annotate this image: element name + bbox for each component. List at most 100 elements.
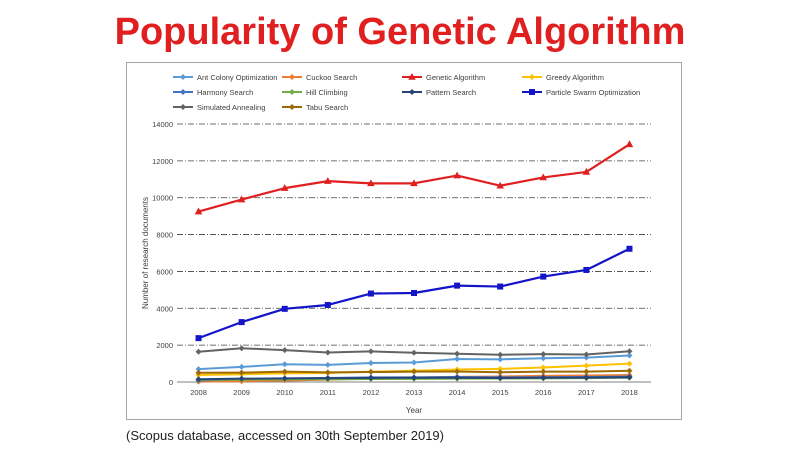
data-point bbox=[281, 347, 288, 354]
data-point bbox=[497, 365, 504, 372]
x-tick-label: 2017 bbox=[578, 388, 595, 397]
data-point bbox=[238, 369, 245, 376]
data-point bbox=[411, 289, 417, 296]
legend-label: Tabu Search bbox=[306, 103, 348, 112]
legend-marker bbox=[529, 74, 535, 80]
data-point bbox=[540, 351, 547, 358]
legend-marker bbox=[180, 74, 186, 80]
data-point bbox=[195, 335, 202, 342]
legend-marker bbox=[409, 89, 415, 95]
legend-marker bbox=[180, 89, 186, 95]
data-point bbox=[583, 362, 590, 369]
data-point bbox=[281, 361, 288, 368]
x-tick-label: 2018 bbox=[621, 388, 638, 397]
data-point bbox=[454, 282, 461, 289]
data-point bbox=[195, 369, 202, 376]
y-tick-label: 10000 bbox=[152, 194, 173, 203]
data-point bbox=[195, 366, 202, 373]
data-point bbox=[497, 369, 504, 376]
data-point bbox=[497, 374, 504, 381]
series-line bbox=[198, 143, 631, 213]
legend-marker bbox=[289, 89, 295, 95]
data-point bbox=[324, 369, 331, 376]
data-point bbox=[626, 367, 633, 374]
data-point bbox=[454, 350, 461, 357]
legend-label: Simulated Annealing bbox=[197, 103, 265, 112]
data-point bbox=[540, 364, 547, 371]
legend-label: Cuckoo Search bbox=[306, 73, 357, 82]
x-tick-label: 2015 bbox=[492, 388, 509, 397]
x-tick-label: 2011 bbox=[320, 388, 336, 397]
y-tick-label: 2000 bbox=[156, 341, 173, 350]
data-point bbox=[540, 368, 547, 375]
data-point bbox=[195, 348, 202, 355]
data-point bbox=[238, 363, 245, 370]
data-point bbox=[583, 374, 590, 381]
data-point bbox=[539, 173, 548, 181]
data-point bbox=[454, 374, 461, 381]
y-axis-title: Number of research documents bbox=[141, 197, 150, 309]
data-point bbox=[497, 356, 504, 363]
x-tick-label: 2014 bbox=[449, 388, 466, 397]
y-tick-label: 14000 bbox=[152, 120, 173, 129]
x-tick-label: 2016 bbox=[535, 388, 552, 397]
data-point bbox=[367, 374, 374, 381]
x-tick-label: 2013 bbox=[406, 388, 423, 397]
data-point bbox=[367, 179, 375, 187]
data-point bbox=[194, 207, 203, 215]
data-point bbox=[626, 348, 633, 355]
data-point bbox=[454, 368, 461, 375]
data-point bbox=[583, 351, 590, 358]
legend-label: Harmony Search bbox=[197, 88, 253, 97]
data-point bbox=[540, 374, 547, 381]
data-point bbox=[324, 301, 331, 308]
legend-marker bbox=[408, 73, 416, 80]
x-tick-label: 2012 bbox=[363, 388, 380, 397]
data-point bbox=[367, 369, 374, 376]
data-point bbox=[411, 349, 417, 356]
data-point bbox=[281, 305, 288, 312]
y-tick-label: 0 bbox=[169, 378, 173, 387]
data-point bbox=[626, 245, 633, 252]
x-tick-label: 2008 bbox=[190, 388, 207, 397]
data-point bbox=[625, 140, 634, 148]
data-point bbox=[367, 348, 374, 355]
data-point bbox=[367, 360, 374, 367]
data-point bbox=[497, 283, 504, 290]
legend-label: Hill Climbing bbox=[306, 88, 348, 97]
x-tick-label: 2009 bbox=[233, 388, 250, 397]
legend-label: Ant Colony Optimization bbox=[197, 73, 277, 82]
data-point bbox=[411, 368, 417, 375]
y-tick-label: 12000 bbox=[152, 157, 173, 166]
legend-label: Particle Swarm Optimization bbox=[546, 88, 640, 97]
data-point bbox=[496, 181, 504, 189]
data-point bbox=[454, 355, 461, 362]
data-point bbox=[367, 290, 374, 297]
data-point bbox=[324, 177, 332, 184]
data-point bbox=[626, 360, 633, 367]
data-point bbox=[324, 349, 331, 356]
x-tick-label: 2010 bbox=[276, 388, 293, 397]
data-point bbox=[411, 374, 417, 381]
data-point bbox=[238, 345, 245, 352]
data-point bbox=[238, 319, 245, 326]
data-point bbox=[626, 374, 633, 381]
data-point bbox=[195, 376, 202, 383]
data-point bbox=[237, 195, 246, 203]
data-point bbox=[583, 266, 590, 273]
legend-label: Genetic Algorithm bbox=[426, 73, 485, 82]
line-chart: 0 2000 4000 6000 8000 10000 12000 14000 2008 2009… bbox=[141, 73, 651, 415]
data-point bbox=[281, 368, 288, 375]
slide-title: Popularity of Genetic Algorithm bbox=[114, 11, 686, 53]
legend-marker bbox=[180, 104, 186, 110]
data-point bbox=[497, 351, 504, 358]
data-point bbox=[626, 352, 633, 359]
legend-marker bbox=[289, 104, 295, 110]
legend-marker bbox=[289, 74, 295, 80]
legend-label: Pattern Search bbox=[426, 88, 476, 97]
data-point bbox=[238, 375, 245, 382]
legend-label: Greedy Algorithm bbox=[546, 73, 604, 82]
data-point bbox=[540, 273, 547, 280]
data-point bbox=[324, 375, 331, 382]
y-tick-label: 6000 bbox=[156, 267, 173, 276]
